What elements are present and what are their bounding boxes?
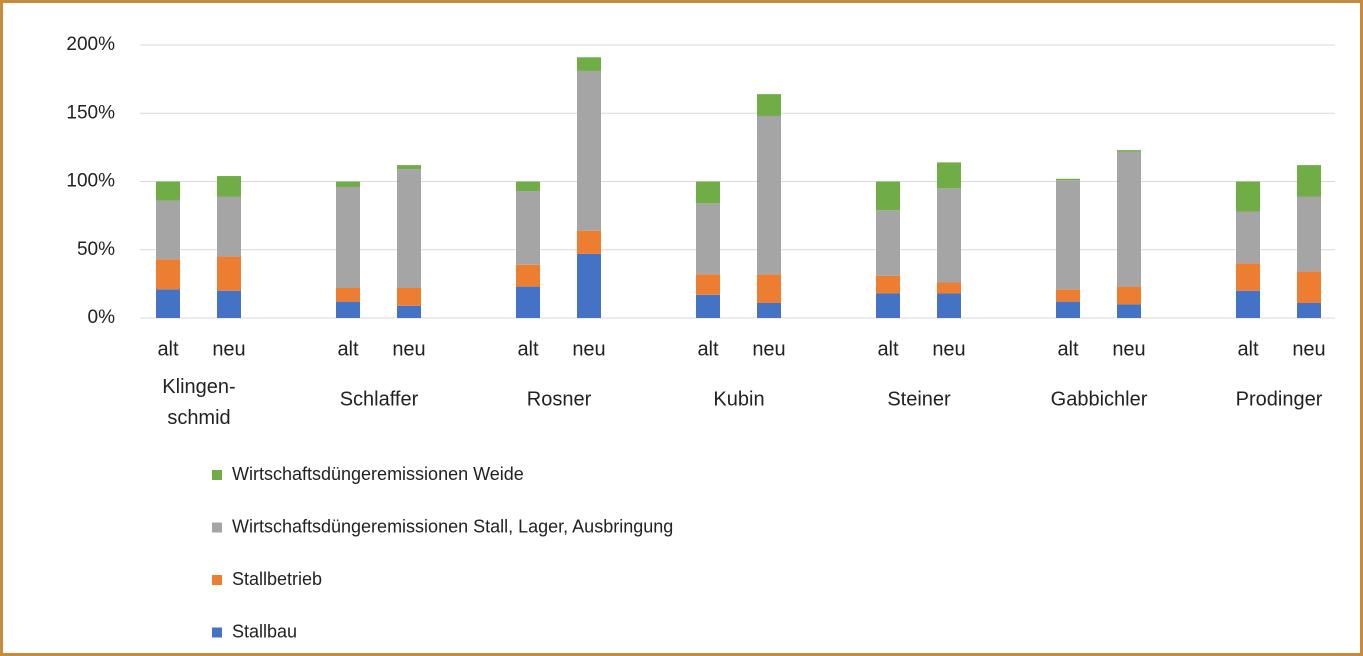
bar-segment	[156, 289, 180, 318]
bar-segment	[696, 181, 720, 204]
x-tick-label: alt	[517, 338, 539, 360]
x-tick-label: neu	[752, 338, 785, 360]
bar-segment	[937, 188, 961, 283]
bar-segment	[1297, 271, 1321, 303]
bar-segment	[336, 301, 360, 318]
bar-segment	[757, 302, 781, 318]
bar-segment	[696, 203, 720, 275]
bar-segment	[516, 181, 540, 192]
y-tick-label: 150%	[66, 102, 115, 123]
bar-segment	[516, 264, 540, 287]
bar-segment	[397, 287, 421, 306]
bar-segment	[1236, 181, 1260, 212]
group-label: Kubin	[713, 388, 764, 410]
bar-segment	[1117, 286, 1141, 305]
legend-label: Wirtschaftsdüngeremissionen Stall, Lager…	[232, 516, 673, 536]
bar-segment	[757, 94, 781, 116]
bar-segment	[1236, 263, 1260, 291]
group-label: Gabbichler	[1051, 388, 1148, 410]
bar-segment	[1117, 150, 1141, 152]
bar-segment	[516, 191, 540, 265]
bar-segment	[1117, 304, 1141, 318]
bar-segment	[217, 256, 241, 291]
group-label: Klingen-schmid	[162, 376, 235, 429]
bar-segment	[577, 253, 601, 318]
bar-segment	[397, 165, 421, 170]
x-tick-label: neu	[212, 338, 245, 360]
bar-segment	[1056, 178, 1080, 181]
x-tick-label: neu	[1292, 338, 1325, 360]
bar-segment	[937, 293, 961, 318]
group-label: Rosner	[527, 388, 592, 410]
bar-segment	[876, 293, 900, 318]
legend-label: Wirtschaftsdüngeremissionen Weide	[232, 464, 524, 484]
bar-segment	[696, 294, 720, 318]
bar-segment	[156, 181, 180, 201]
x-tick-label: neu	[392, 338, 425, 360]
x-tick-label: neu	[572, 338, 605, 360]
x-tick-label: alt	[337, 338, 359, 360]
x-tick-label: alt	[877, 338, 899, 360]
y-tick-label: 100%	[66, 171, 115, 192]
bar-segment	[1297, 165, 1321, 197]
bar-segment	[1056, 289, 1080, 302]
bar-segment	[1297, 302, 1321, 318]
bar-segment	[577, 230, 601, 254]
bar-segment	[757, 274, 781, 303]
y-tick-label: 0%	[88, 307, 116, 328]
bar-segment	[696, 274, 720, 295]
legend-swatch	[212, 470, 222, 480]
bar-segment	[876, 181, 900, 211]
x-tick-label: alt	[697, 338, 719, 360]
bar-segment	[937, 282, 961, 294]
bar-segment	[1056, 180, 1080, 290]
y-tick-label: 50%	[77, 239, 115, 260]
bar-segment	[1056, 301, 1080, 318]
bar-segment	[577, 70, 601, 231]
bar-segment	[1117, 151, 1141, 287]
bar-segment	[876, 275, 900, 294]
x-tick-label: alt	[1057, 338, 1079, 360]
bar-segment	[156, 200, 180, 260]
bar-segment	[1236, 211, 1260, 264]
bar-segment	[217, 196, 241, 257]
bar-segment	[757, 115, 781, 275]
bar-segment	[1297, 196, 1321, 272]
legend-swatch	[212, 627, 222, 638]
legend-swatch	[212, 575, 222, 585]
group-label: Steiner	[887, 388, 951, 410]
x-tick-label: neu	[1112, 338, 1145, 360]
bar-segment	[937, 162, 961, 189]
bar-segment	[336, 181, 360, 187]
bar-segment	[336, 287, 360, 302]
bar-segment	[156, 259, 180, 290]
bar-segment	[876, 210, 900, 276]
legend-swatch	[212, 522, 222, 533]
bar-segment	[217, 290, 241, 318]
group-label: Schlaffer	[340, 388, 419, 410]
bar-segment	[577, 57, 601, 71]
bar-segment	[1236, 290, 1260, 318]
bar-segment	[217, 176, 241, 197]
legend-label: Stallbetrieb	[232, 569, 322, 589]
y-tick-label: 200%	[66, 34, 115, 55]
x-tick-label: alt	[157, 338, 179, 360]
x-tick-label: neu	[932, 338, 965, 360]
bar-segment	[397, 169, 421, 288]
bar-segment	[516, 286, 540, 318]
x-tick-label: alt	[1237, 338, 1259, 360]
group-label: Prodinger	[1236, 388, 1323, 410]
legend-label: Stallbau	[232, 621, 297, 641]
bar-segment	[336, 186, 360, 288]
bar-segment	[397, 305, 421, 318]
